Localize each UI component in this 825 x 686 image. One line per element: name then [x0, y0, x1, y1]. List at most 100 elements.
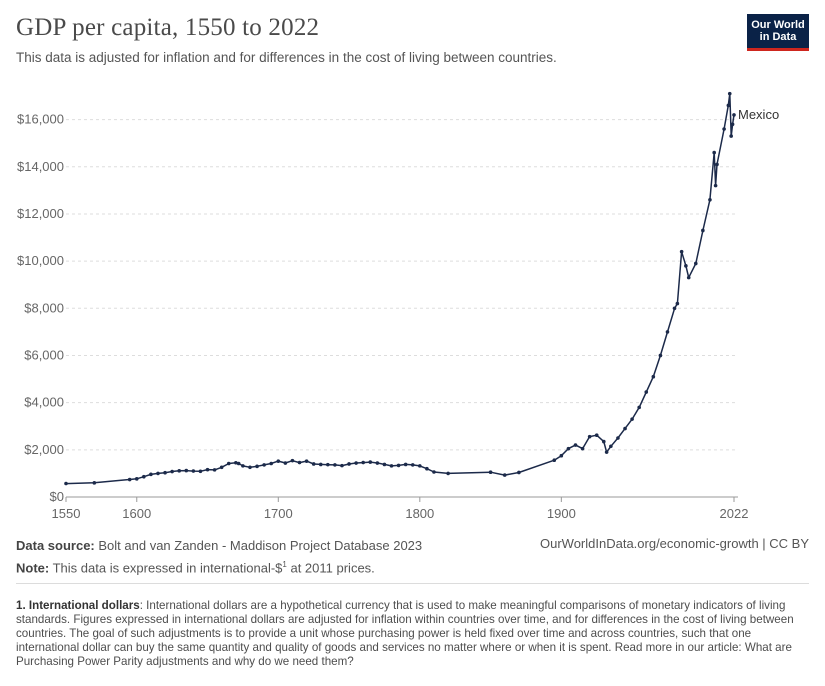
logo-line-2: in Data — [759, 31, 797, 43]
data-point[interactable] — [679, 249, 684, 254]
data-point[interactable] — [651, 374, 656, 379]
data-point[interactable] — [134, 477, 139, 481]
data-point[interactable] — [340, 463, 344, 468]
data-point[interactable] — [446, 471, 450, 476]
data-source-text[interactable]: Bolt and van Zanden - Maddison Project D… — [98, 538, 423, 553]
data-point[interactable] — [333, 463, 337, 467]
data-point[interactable] — [566, 446, 571, 451]
data-point[interactable] — [672, 306, 677, 311]
data-point[interactable] — [255, 464, 259, 469]
data-point[interactable] — [354, 461, 358, 465]
data-point[interactable] — [675, 301, 680, 306]
data-point[interactable] — [142, 474, 146, 479]
source-url-link[interactable]: OurWorldInData.org/economic-growth | CC … — [539, 536, 809, 551]
data-point[interactable] — [92, 481, 97, 485]
data-point[interactable] — [637, 405, 641, 410]
data-point[interactable] — [686, 275, 691, 280]
note-text-pre: This data is expressed in international-… — [52, 560, 283, 576]
grid-lines — [66, 119, 738, 451]
data-point[interactable] — [715, 162, 719, 167]
data-point[interactable] — [205, 467, 210, 472]
data-point[interactable] — [403, 462, 408, 467]
data-point[interactable] — [601, 439, 606, 444]
data-point[interactable] — [722, 127, 726, 131]
data-point[interactable] — [701, 228, 705, 233]
data-point[interactable] — [241, 464, 245, 468]
data-point[interactable] — [616, 436, 620, 440]
data-point[interactable] — [170, 469, 174, 474]
data-point[interactable] — [226, 461, 231, 466]
data-point[interactable] — [375, 461, 380, 465]
data-point[interactable] — [658, 353, 663, 358]
data-point[interactable] — [559, 453, 564, 458]
data-point[interactable] — [684, 264, 688, 268]
data-point[interactable] — [64, 481, 68, 486]
data-point[interactable] — [326, 462, 330, 467]
data-point[interactable] — [234, 460, 238, 465]
data-point[interactable] — [283, 461, 288, 465]
data-point[interactable] — [713, 183, 718, 188]
owid-logo[interactable]: Our World in Data — [747, 14, 809, 51]
data-point[interactable] — [389, 464, 394, 468]
data-point[interactable] — [262, 463, 266, 467]
data-point[interactable] — [212, 468, 217, 472]
data-point[interactable] — [127, 477, 132, 482]
series-label[interactable]: Mexico — [738, 107, 779, 122]
y-tick-label: $4,000 — [24, 395, 64, 410]
data-point[interactable] — [318, 462, 323, 467]
data-point[interactable] — [729, 134, 733, 138]
data-point[interactable] — [623, 426, 627, 431]
series-layer: Mexico — [64, 91, 779, 486]
data-point[interactable] — [163, 470, 167, 475]
data-point[interactable] — [382, 462, 387, 467]
y-tick-label: $8,000 — [24, 300, 64, 315]
footnote-ref[interactable]: 1 — [282, 560, 287, 569]
data-point[interactable] — [425, 466, 429, 471]
data-point[interactable] — [732, 113, 736, 117]
data-point[interactable] — [361, 460, 366, 465]
data-point[interactable] — [708, 197, 712, 202]
data-point[interactable] — [177, 469, 182, 473]
data-point[interactable] — [552, 458, 557, 463]
data-point[interactable] — [304, 459, 309, 463]
data-point[interactable] — [573, 443, 578, 447]
data-point[interactable] — [580, 446, 585, 451]
data-point[interactable] — [184, 468, 189, 473]
data-point[interactable] — [517, 470, 521, 475]
data-point[interactable] — [712, 150, 716, 155]
data-point[interactable] — [587, 434, 592, 439]
data-point[interactable] — [156, 471, 160, 476]
data-point[interactable] — [297, 460, 302, 465]
data-point[interactable] — [665, 330, 670, 334]
data-point[interactable] — [290, 458, 295, 463]
data-point[interactable] — [410, 463, 415, 467]
x-tick-label: 2022 — [720, 506, 749, 521]
data-point[interactable] — [644, 390, 649, 394]
data-point[interactable] — [149, 472, 153, 477]
data-point[interactable] — [609, 444, 613, 449]
data-point[interactable] — [594, 433, 599, 437]
data-point[interactable] — [198, 469, 203, 474]
data-point[interactable] — [236, 461, 241, 466]
data-point[interactable] — [191, 469, 196, 473]
data-point[interactable] — [693, 261, 698, 266]
data-point[interactable] — [396, 463, 401, 468]
data-point[interactable] — [248, 465, 252, 470]
data-point[interactable] — [488, 470, 493, 475]
data-source: Data source: Bolt and van Zanden - Maddi… — [16, 536, 422, 555]
data-point[interactable] — [347, 462, 351, 466]
data-point[interactable] — [311, 462, 316, 466]
data-point[interactable] — [432, 470, 436, 474]
data-point[interactable] — [502, 473, 507, 477]
data-point[interactable] — [726, 103, 731, 108]
data-point[interactable] — [730, 122, 735, 127]
series-line[interactable] — [65, 92, 735, 485]
data-point[interactable] — [727, 91, 732, 96]
data-point[interactable] — [604, 450, 609, 454]
data-point[interactable] — [630, 417, 634, 421]
data-point[interactable] — [219, 465, 224, 470]
data-point[interactable] — [418, 464, 422, 468]
data-point[interactable] — [269, 461, 274, 466]
data-point[interactable] — [276, 459, 281, 463]
data-point[interactable] — [368, 460, 373, 464]
